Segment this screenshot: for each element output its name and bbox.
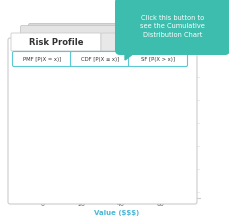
FancyBboxPatch shape xyxy=(8,38,196,204)
Point xyxy=(60,154,63,157)
FancyBboxPatch shape xyxy=(120,34,169,46)
Text: CDF [P(X ≤ x)]: CDF [P(X ≤ x)] xyxy=(81,57,119,62)
FancyBboxPatch shape xyxy=(20,26,181,106)
Point xyxy=(60,162,63,165)
Point xyxy=(138,133,142,137)
FancyBboxPatch shape xyxy=(11,33,101,51)
FancyBboxPatch shape xyxy=(28,24,186,101)
FancyBboxPatch shape xyxy=(12,51,71,66)
Polygon shape xyxy=(124,50,137,60)
FancyBboxPatch shape xyxy=(101,33,182,51)
Point xyxy=(178,76,181,79)
FancyBboxPatch shape xyxy=(128,51,187,66)
Point xyxy=(178,76,181,79)
Y-axis label: Probability: Probability xyxy=(9,114,15,150)
X-axis label: Value ($$$): Value ($$$) xyxy=(93,210,138,216)
FancyBboxPatch shape xyxy=(35,34,100,46)
Text: Risk Profile: Risk Profile xyxy=(29,37,83,46)
FancyBboxPatch shape xyxy=(70,51,129,66)
Point xyxy=(40,170,44,173)
Text: Click this button to
see the Cumulative
Distribution Chart: Click this button to see the Cumulative … xyxy=(139,15,204,37)
Text: Value Set: Value Set xyxy=(119,37,164,46)
Text: PMF [P(X = x)]: PMF [P(X = x)] xyxy=(23,57,61,62)
FancyBboxPatch shape xyxy=(114,0,229,55)
Point xyxy=(79,154,83,157)
Text: SF [P(X > x)]: SF [P(X > x)] xyxy=(140,57,174,62)
